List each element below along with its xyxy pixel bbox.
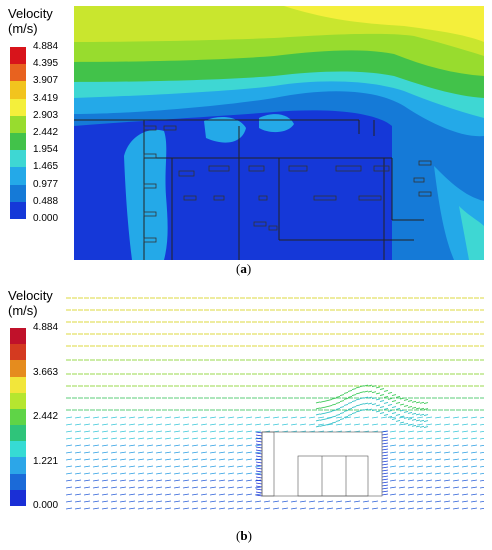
tick-label: 1.465 [33, 161, 59, 173]
tick-label: 2.903 [33, 109, 59, 121]
contour-plot-a [74, 6, 484, 260]
color-bar-segment [10, 408, 26, 426]
tick-label: 1.954 [33, 144, 59, 156]
color-bar-segment [10, 184, 26, 202]
tick-label: 4.395 [33, 58, 59, 70]
building-mesh [261, 431, 383, 497]
tick-label: 2.442 [33, 411, 59, 422]
color-bar-segment [10, 167, 26, 185]
tick-label: 4.884 [33, 322, 59, 333]
legend-title-b: Velocity (m/s) [8, 288, 53, 318]
color-bar-segment [10, 115, 26, 133]
color-bar-segment [10, 47, 26, 65]
color-bar-segment [10, 457, 26, 474]
tick-label: 3.907 [33, 75, 59, 87]
tick-label: 3.663 [33, 366, 59, 378]
color-bar-segment [10, 360, 26, 377]
color-bar-segment [10, 132, 26, 151]
color-bar-a [10, 47, 26, 219]
color-bar-b [10, 328, 26, 506]
color-bar-segment [10, 392, 26, 409]
color-bar-segment [10, 425, 26, 442]
tick-label: 0.000 [33, 213, 59, 224]
color-bar-segment [10, 201, 26, 219]
color-bar-segment [10, 473, 26, 490]
tick-label: 4.884 [33, 41, 59, 52]
caption-b: (b) [236, 528, 252, 543]
tick-label: 3.419 [33, 92, 59, 104]
velocity-vectors [66, 297, 484, 510]
tick-label: 0.488 [33, 195, 59, 207]
color-bar-segment [10, 98, 26, 116]
tick-label: 0.977 [33, 178, 59, 190]
caption-a: (a) [236, 261, 252, 276]
color-bar-segment [10, 150, 26, 168]
color-bar-segment [10, 328, 26, 345]
color-bar-segment [10, 489, 26, 506]
vector-plot-b [66, 286, 484, 518]
color-bar-segment [10, 64, 26, 82]
tick-label: 2.442 [33, 127, 59, 138]
color-bar-segment [10, 81, 26, 99]
color-bar-segment [10, 441, 26, 458]
tick-label: 1.221 [33, 455, 59, 467]
tick-label: 0.000 [33, 500, 59, 511]
color-bar-segment [10, 344, 26, 361]
color-bar-segment [10, 376, 26, 393]
legend-title-a: Velocity (m/s) [8, 6, 53, 36]
